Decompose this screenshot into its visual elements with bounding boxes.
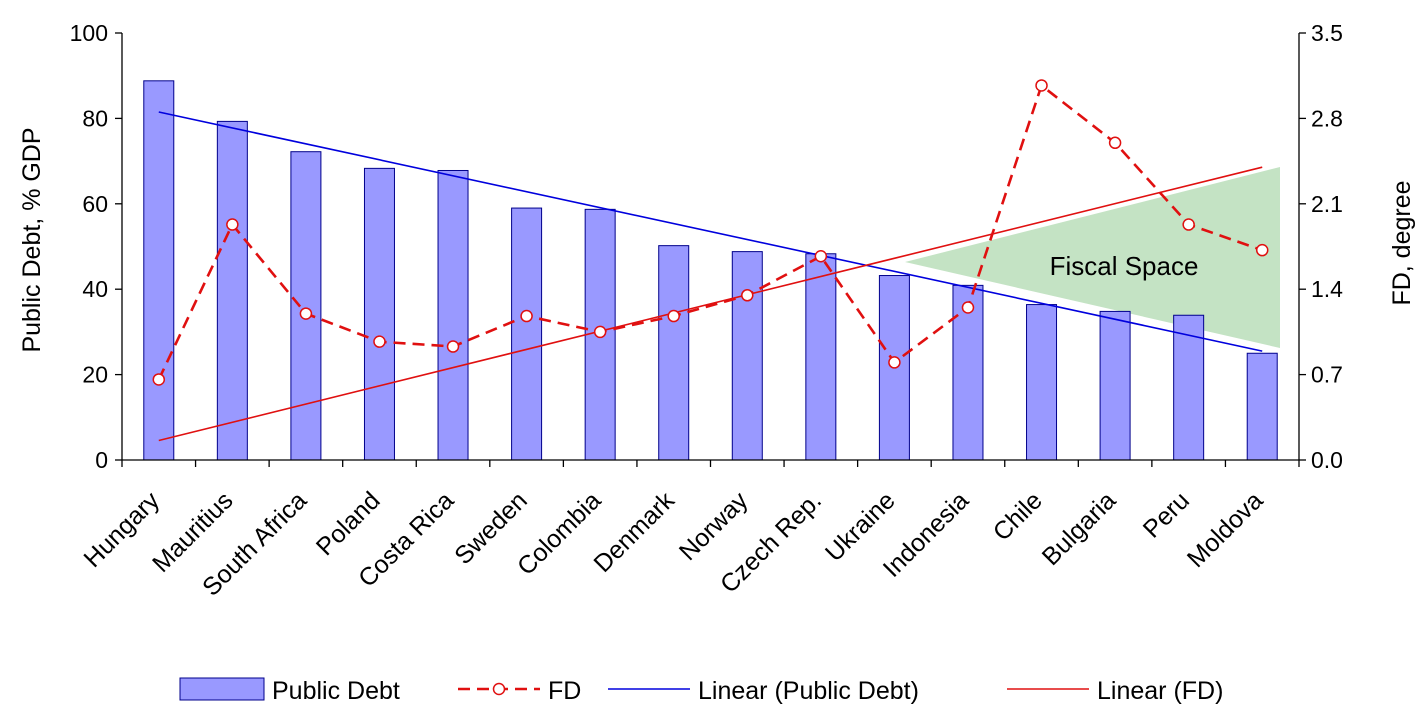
trend-line-fd: [158, 166, 1263, 442]
fd-point: [593, 325, 607, 339]
fiscal-space-area: [905, 167, 1280, 348]
right-tick-label: 0.0: [1311, 447, 1343, 473]
fd-point: [1182, 218, 1195, 231]
fd-point: [741, 289, 754, 302]
left-tick-label: 0: [95, 447, 108, 473]
bar-moldova: [1246, 352, 1278, 461]
bar-norway: [731, 251, 763, 461]
legend-swatch-fd-marker: [492, 682, 506, 696]
bar-mauritius: [216, 120, 248, 461]
fd-point: [446, 340, 460, 353]
legend-label-trend-fd: Linear (FD): [1097, 677, 1223, 705]
bar-costa-rica: [437, 169, 469, 461]
right-tick-label: 2.1: [1311, 191, 1343, 217]
fd-point: [226, 218, 239, 231]
bar-bulgaria: [1099, 310, 1131, 461]
fd-point: [299, 307, 313, 320]
bar-czech-rep: [805, 253, 837, 461]
fd-series-markers: [152, 79, 1269, 386]
fd-point: [1255, 243, 1269, 257]
right-axis-label: FD, degree: [1388, 180, 1416, 305]
fd-point: [814, 250, 828, 263]
fd-point: [152, 373, 166, 386]
fd-point: [667, 309, 680, 323]
bar-hungary: [143, 80, 175, 461]
bar-denmark: [658, 245, 690, 461]
right-tick-label: 2.8: [1311, 105, 1343, 131]
x-category-label: Chile: [988, 486, 1048, 546]
left-axis-ticks: 0 20 40 60 80 100: [70, 20, 122, 473]
x-category-label: Moldova: [1182, 486, 1269, 573]
bar-peru: [1173, 314, 1205, 461]
legend-label-fd: FD: [548, 677, 581, 705]
bar-chile: [1026, 304, 1058, 461]
right-axis-ticks: 0.0 0.7 1.4 2.1 2.8 3.5: [1299, 20, 1343, 473]
legend-label-public-debt: Public Debt: [272, 677, 400, 705]
bar-indonesia: [952, 284, 984, 461]
fiscal-space-label: Fiscal Space: [1050, 251, 1199, 281]
fd-point: [888, 356, 901, 369]
left-tick-label: 40: [82, 276, 108, 302]
legend-label-trend-debt: Linear (Public Debt): [698, 677, 919, 705]
left-axis-label: Public Debt, % GDP: [18, 127, 46, 352]
bar-series: [143, 80, 1278, 461]
fd-series-line: [157, 83, 1263, 381]
fd-point: [1035, 79, 1048, 92]
right-tick-label: 1.4: [1311, 276, 1343, 302]
right-tick-label: 0.7: [1311, 362, 1343, 388]
trend-line-public-debt: [158, 111, 1263, 352]
fd-point: [520, 309, 533, 323]
bar-poland: [363, 167, 395, 461]
left-tick-label: 80: [82, 105, 108, 131]
x-category-label: Bulgaria: [1037, 486, 1122, 571]
x-category-label: Peru: [1138, 486, 1195, 543]
legend-swatch-public-debt: [179, 677, 265, 701]
left-tick-label: 100: [70, 20, 108, 46]
left-tick-label: 60: [82, 191, 108, 217]
x-category-label: Denmark: [588, 486, 680, 578]
right-tick-label: 3.5: [1311, 20, 1343, 46]
fd-point: [961, 301, 975, 314]
bar-sweden: [511, 207, 543, 461]
legend: Public Debt FD Linear (Public Debt) Line…: [179, 677, 1223, 705]
fd-point: [1108, 136, 1122, 150]
bar-south-africa: [290, 151, 322, 461]
fd-point: [373, 335, 386, 348]
left-tick-label: 20: [82, 362, 108, 388]
